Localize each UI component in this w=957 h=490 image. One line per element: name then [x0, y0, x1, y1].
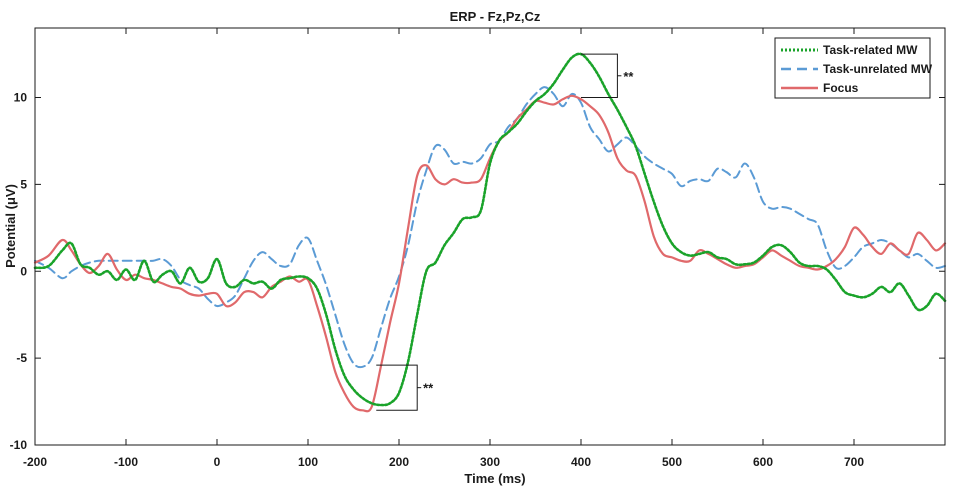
y-tick-label: 5	[20, 177, 27, 191]
x-tick-label: 400	[571, 455, 591, 469]
y-tick-label: -10	[10, 438, 28, 452]
x-tick-label: 300	[480, 455, 500, 469]
x-tick-label: 0	[214, 455, 221, 469]
x-tick-label: 100	[298, 455, 318, 469]
series-line-task-unrelated-mw	[34, 86, 946, 369]
significance-label: **	[423, 381, 434, 396]
x-axis-title: Time (ms)	[464, 471, 525, 486]
legend-label-focus: Focus	[823, 81, 859, 95]
x-tick-label: -200	[23, 455, 47, 469]
significance-bracket	[376, 364, 418, 411]
x-tick-label: 700	[844, 455, 864, 469]
annotation-layer: ** **	[376, 53, 634, 411]
x-tick-label: -100	[114, 455, 138, 469]
x-tick-label: 200	[389, 455, 409, 469]
chart-title: ERP - Fz,Pz,Cz	[450, 9, 541, 24]
y-tick-label: -5	[16, 351, 27, 365]
y-axis-title: Potential (μV)	[3, 184, 18, 268]
x-axis: -200 -100 0 100 200 300 400 500 600 700	[23, 28, 864, 469]
legend-label-task-related-mw: Task-related MW	[823, 43, 918, 57]
y-axis: -10 -5 0 5 10	[10, 91, 945, 452]
significance-label: **	[623, 69, 634, 84]
series-line-task-related-mw	[33, 52, 947, 407]
x-tick-label: 500	[662, 455, 682, 469]
x-tick-label: 600	[753, 455, 773, 469]
y-tick-label: 10	[14, 91, 28, 105]
y-tick-label: 0	[20, 264, 27, 278]
legend-label-task-unrelated-mw: Task-unrelated MW	[823, 62, 933, 76]
legend: Task-related MW Task-unrelated MW Focus	[774, 37, 933, 99]
series-layer	[33, 52, 947, 413]
